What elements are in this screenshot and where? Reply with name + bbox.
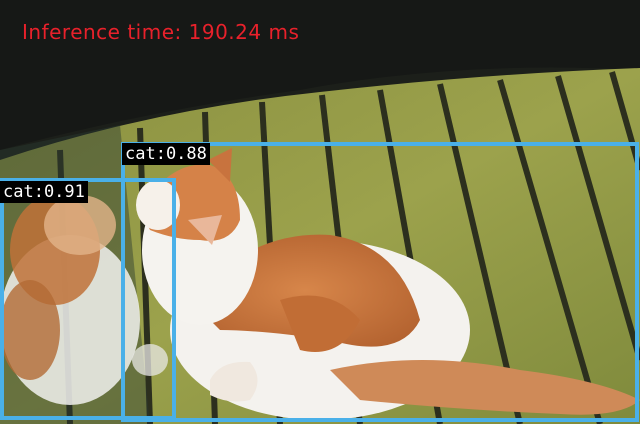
- detection-box-cat-reflection: [0, 178, 176, 420]
- detection-box-cat: [121, 142, 639, 422]
- detection-label: cat:0.88: [122, 143, 210, 165]
- detection-label: cat:0.91: [0, 181, 88, 203]
- inference-time-text: Inference time: 190.24 ms: [22, 20, 300, 44]
